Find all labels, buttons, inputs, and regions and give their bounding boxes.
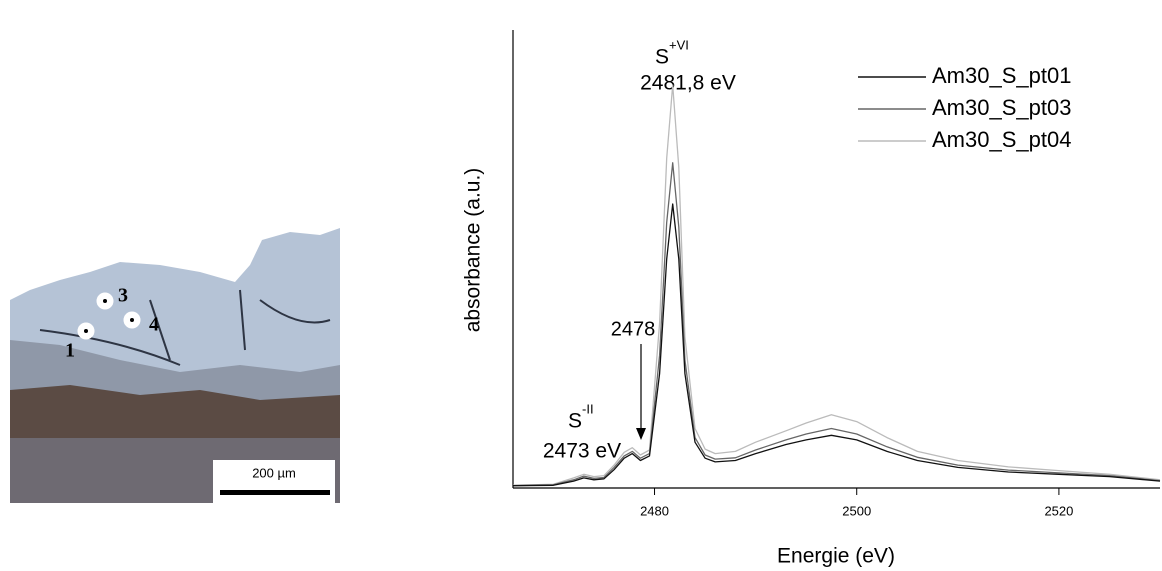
spot-label: 1 [65, 340, 75, 362]
annotation: 2478 [611, 318, 656, 340]
spot-label: 4 [149, 314, 159, 336]
annotation: 2473 eV [543, 440, 621, 463]
y-axis-label: absorbance (a.u.) [462, 168, 485, 333]
x-tick-label: 2480 [640, 503, 669, 518]
annotation: -II [582, 401, 594, 416]
annotation: S [655, 46, 669, 69]
annotation: 2481,8 eV [640, 72, 736, 95]
corrosion-band [10, 385, 340, 445]
x-axis-label: Energie (eV) [777, 545, 895, 568]
arrow-head [636, 428, 646, 440]
legend-label: Am30_S_pt03 [932, 95, 1071, 120]
legend-label: Am30_S_pt04 [932, 127, 1071, 152]
x-tick-label: 2500 [842, 503, 871, 518]
scale-box [213, 460, 335, 503]
annotation: S [568, 410, 582, 433]
legend-label: Am30_S_pt01 [932, 63, 1071, 88]
spot-label: 3 [118, 285, 128, 307]
cracks [39, 289, 331, 366]
spectrum-line [512, 162, 1161, 487]
micrograph: 200 µm 1 3 4 [10, 215, 340, 503]
scale-label: 200 µm [252, 465, 296, 480]
x-tick-label: 2520 [1044, 503, 1073, 518]
spectrum-line [512, 203, 1161, 487]
spectrum-line [512, 84, 1161, 486]
annotation: +VI [669, 37, 689, 52]
scale-bar [220, 490, 330, 495]
